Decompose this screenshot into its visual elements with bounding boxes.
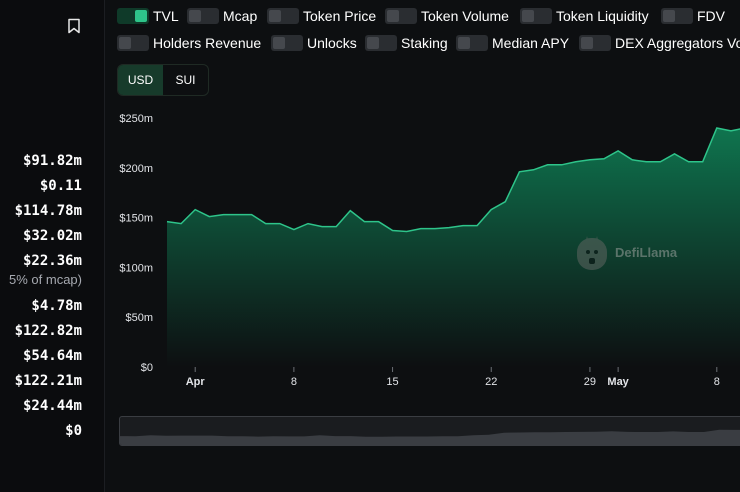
toggle-knob — [135, 10, 147, 22]
stat-value: $114.78m — [14, 203, 82, 219]
stat-value: $22.36m — [22, 253, 82, 269]
stat-value: $54.64m — [22, 348, 82, 364]
toggle-knob — [273, 37, 285, 49]
toggle-unlocks[interactable]: Unlocks — [271, 34, 357, 52]
toggle-holders-revenue[interactable]: Holders Revenue — [117, 34, 261, 52]
y-axis: $0 $50m $100m $150m $200m $250m — [119, 113, 153, 374]
toggle-label: FDV — [697, 8, 725, 24]
toggle-switch[interactable] — [117, 35, 149, 51]
stat-value: $122.21m — [14, 373, 82, 389]
chart-panel: TVL Mcap Token Price Token Volume Token Liqu… — [105, 0, 740, 492]
tvl-chart[interactable]: $0 $50m $100m $150m $200m $250m Apr 8 15 22 29 May… — [105, 100, 740, 400]
toggle-knob — [458, 37, 470, 49]
toggle-median-apy[interactable]: Median APY — [456, 34, 569, 52]
toggle-switch[interactable] — [579, 35, 611, 51]
watermark-text: DefiLlama — [615, 244, 678, 260]
y-tick-label: $150m — [119, 213, 153, 225]
protocol-stats-panel: $91.82m $0.11 $114.78m $32.02m $22.36m 5% of … — [0, 0, 104, 492]
stat-value: $122.82m — [14, 323, 82, 339]
toggle-switch[interactable] — [661, 8, 693, 24]
range-brush[interactable] — [119, 416, 740, 446]
stat-value: $32.02m — [22, 228, 82, 244]
toggle-switch[interactable] — [456, 35, 488, 51]
toggle-label: Token Price — [303, 8, 377, 24]
toggle-knob — [387, 10, 399, 22]
toggle-tvl[interactable]: TVL — [117, 7, 179, 25]
x-tick-label: 22 — [485, 376, 497, 388]
x-tick-label: 15 — [386, 376, 398, 388]
toggle-switch[interactable] — [365, 35, 397, 51]
toggle-label: DEX Aggregators Vo — [615, 35, 740, 51]
x-tick-label: May — [607, 376, 629, 388]
y-tick-label: $250m — [119, 113, 153, 125]
stat-value: $0 — [65, 423, 82, 439]
toggle-token-volume[interactable]: Token Volume — [385, 7, 509, 25]
toggle-label: Token Volume — [421, 8, 509, 24]
toggle-knob — [522, 10, 534, 22]
currency-selector: USD SUI — [117, 64, 209, 96]
defillama-watermark: DefiLlama — [575, 232, 677, 272]
toggle-token-price[interactable]: Token Price — [267, 7, 376, 25]
toggle-switch[interactable] — [385, 8, 417, 24]
y-tick-label: $200m — [119, 163, 153, 175]
llama-logo-icon — [577, 236, 607, 270]
currency-usd-button[interactable]: USD — [118, 65, 163, 95]
y-tick-label: $50m — [125, 312, 153, 324]
stat-value: $91.82m — [22, 153, 82, 169]
stat-value: $4.78m — [31, 298, 82, 314]
toggle-knob — [119, 37, 131, 49]
toggle-knob — [367, 37, 379, 49]
toggle-switch[interactable] — [520, 8, 552, 24]
x-tick-label: 29 — [584, 376, 596, 388]
toggle-token-liquidity[interactable]: Token Liquidity — [520, 7, 649, 25]
bookmark-icon[interactable] — [67, 18, 81, 34]
toggle-mcap[interactable]: Mcap — [187, 7, 257, 25]
stat-value: $24.44m — [22, 398, 82, 414]
toggle-label: Holders Revenue — [153, 35, 262, 51]
tvl-line — [166, 127, 740, 233]
toggle-switch[interactable] — [271, 35, 303, 51]
x-tick-label: 8 — [714, 376, 720, 388]
toggle-switch[interactable] — [117, 8, 149, 24]
stat-subtext: 5% of mcap) — [9, 272, 82, 287]
toggle-staking[interactable]: Staking — [365, 34, 448, 52]
toggle-switch[interactable] — [187, 8, 219, 24]
toggle-label: Median APY — [492, 35, 570, 51]
y-tick-label: $100m — [119, 262, 153, 274]
brush-area — [120, 429, 740, 445]
toggle-fdv[interactable]: FDV — [661, 7, 725, 25]
toggle-knob — [269, 10, 281, 22]
toggle-label: Unlocks — [307, 35, 357, 51]
x-axis: Apr 8 15 22 29 May 8 — [186, 367, 720, 388]
toggle-knob — [663, 10, 675, 22]
panel-divider — [104, 0, 105, 492]
toggle-switch[interactable] — [267, 8, 299, 24]
toggle-label: Staking — [401, 35, 448, 51]
tvl-area — [167, 128, 740, 367]
toggle-dex-aggregators-vo[interactable]: DEX Aggregators Vo — [579, 34, 740, 52]
currency-sui-button[interactable]: SUI — [175, 73, 196, 87]
toggle-label: Token Liquidity — [556, 8, 649, 24]
plot-area — [166, 127, 740, 367]
toggle-knob — [189, 10, 201, 22]
x-tick-label: 8 — [291, 376, 297, 388]
toggle-label: Mcap — [223, 8, 258, 24]
stat-value: $0.11 — [39, 178, 82, 194]
toggle-knob — [581, 37, 593, 49]
y-tick-label: $0 — [141, 362, 153, 374]
toggle-label: TVL — [153, 8, 179, 24]
x-tick-label: Apr — [186, 376, 206, 388]
